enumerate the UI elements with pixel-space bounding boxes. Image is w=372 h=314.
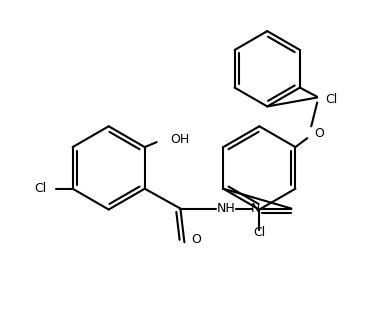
Text: OH: OH — [170, 133, 190, 146]
Text: N: N — [251, 202, 260, 215]
Text: NH: NH — [217, 202, 235, 215]
Text: O: O — [314, 127, 324, 140]
Text: O: O — [191, 233, 201, 246]
Text: Cl: Cl — [35, 182, 47, 195]
Text: Cl: Cl — [253, 226, 266, 239]
Text: Cl: Cl — [326, 93, 338, 106]
